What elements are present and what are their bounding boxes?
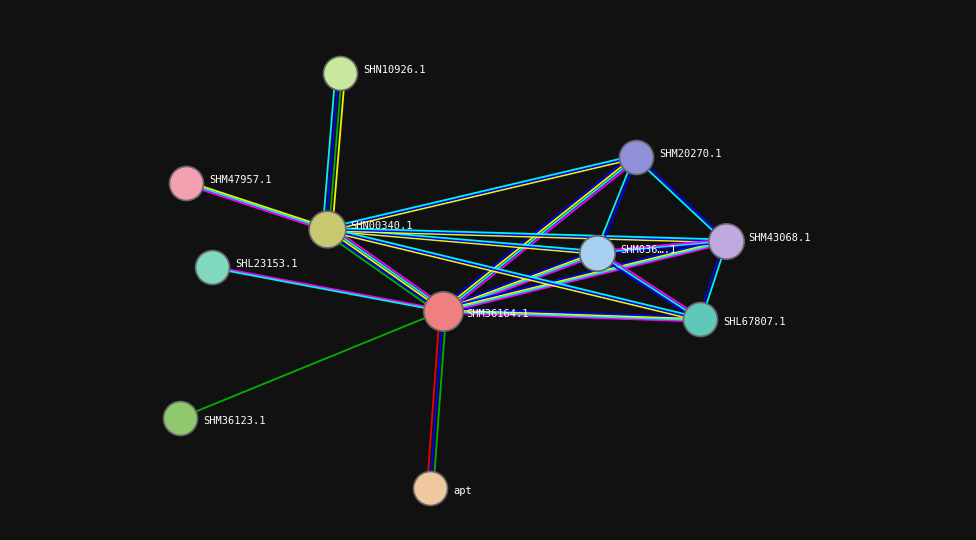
Text: SHM47957.1: SHM47957.1 [209,175,272,185]
Point [435,306,451,315]
Text: SHM36123.1: SHM36123.1 [203,416,265,426]
Point [628,152,643,161]
Text: SHL23153.1: SHL23153.1 [235,259,298,269]
Text: apt: apt [453,485,472,496]
Point [320,225,336,234]
Point [717,237,733,245]
Text: SHM20270.1: SHM20270.1 [659,149,721,159]
Point [204,263,220,272]
Point [333,68,348,77]
Text: SHL67807.1: SHL67807.1 [723,318,786,327]
Point [692,315,708,323]
Point [590,248,605,257]
Point [423,483,438,492]
Text: SHM036….1: SHM036….1 [621,245,676,255]
Point [172,414,187,422]
Point [179,179,194,187]
Text: SHN00340.1: SHN00340.1 [350,221,413,232]
Text: SHN10926.1: SHN10926.1 [363,65,426,75]
Text: SHM43068.1: SHM43068.1 [749,233,811,243]
Text: SHM36164.1: SHM36164.1 [467,308,529,319]
